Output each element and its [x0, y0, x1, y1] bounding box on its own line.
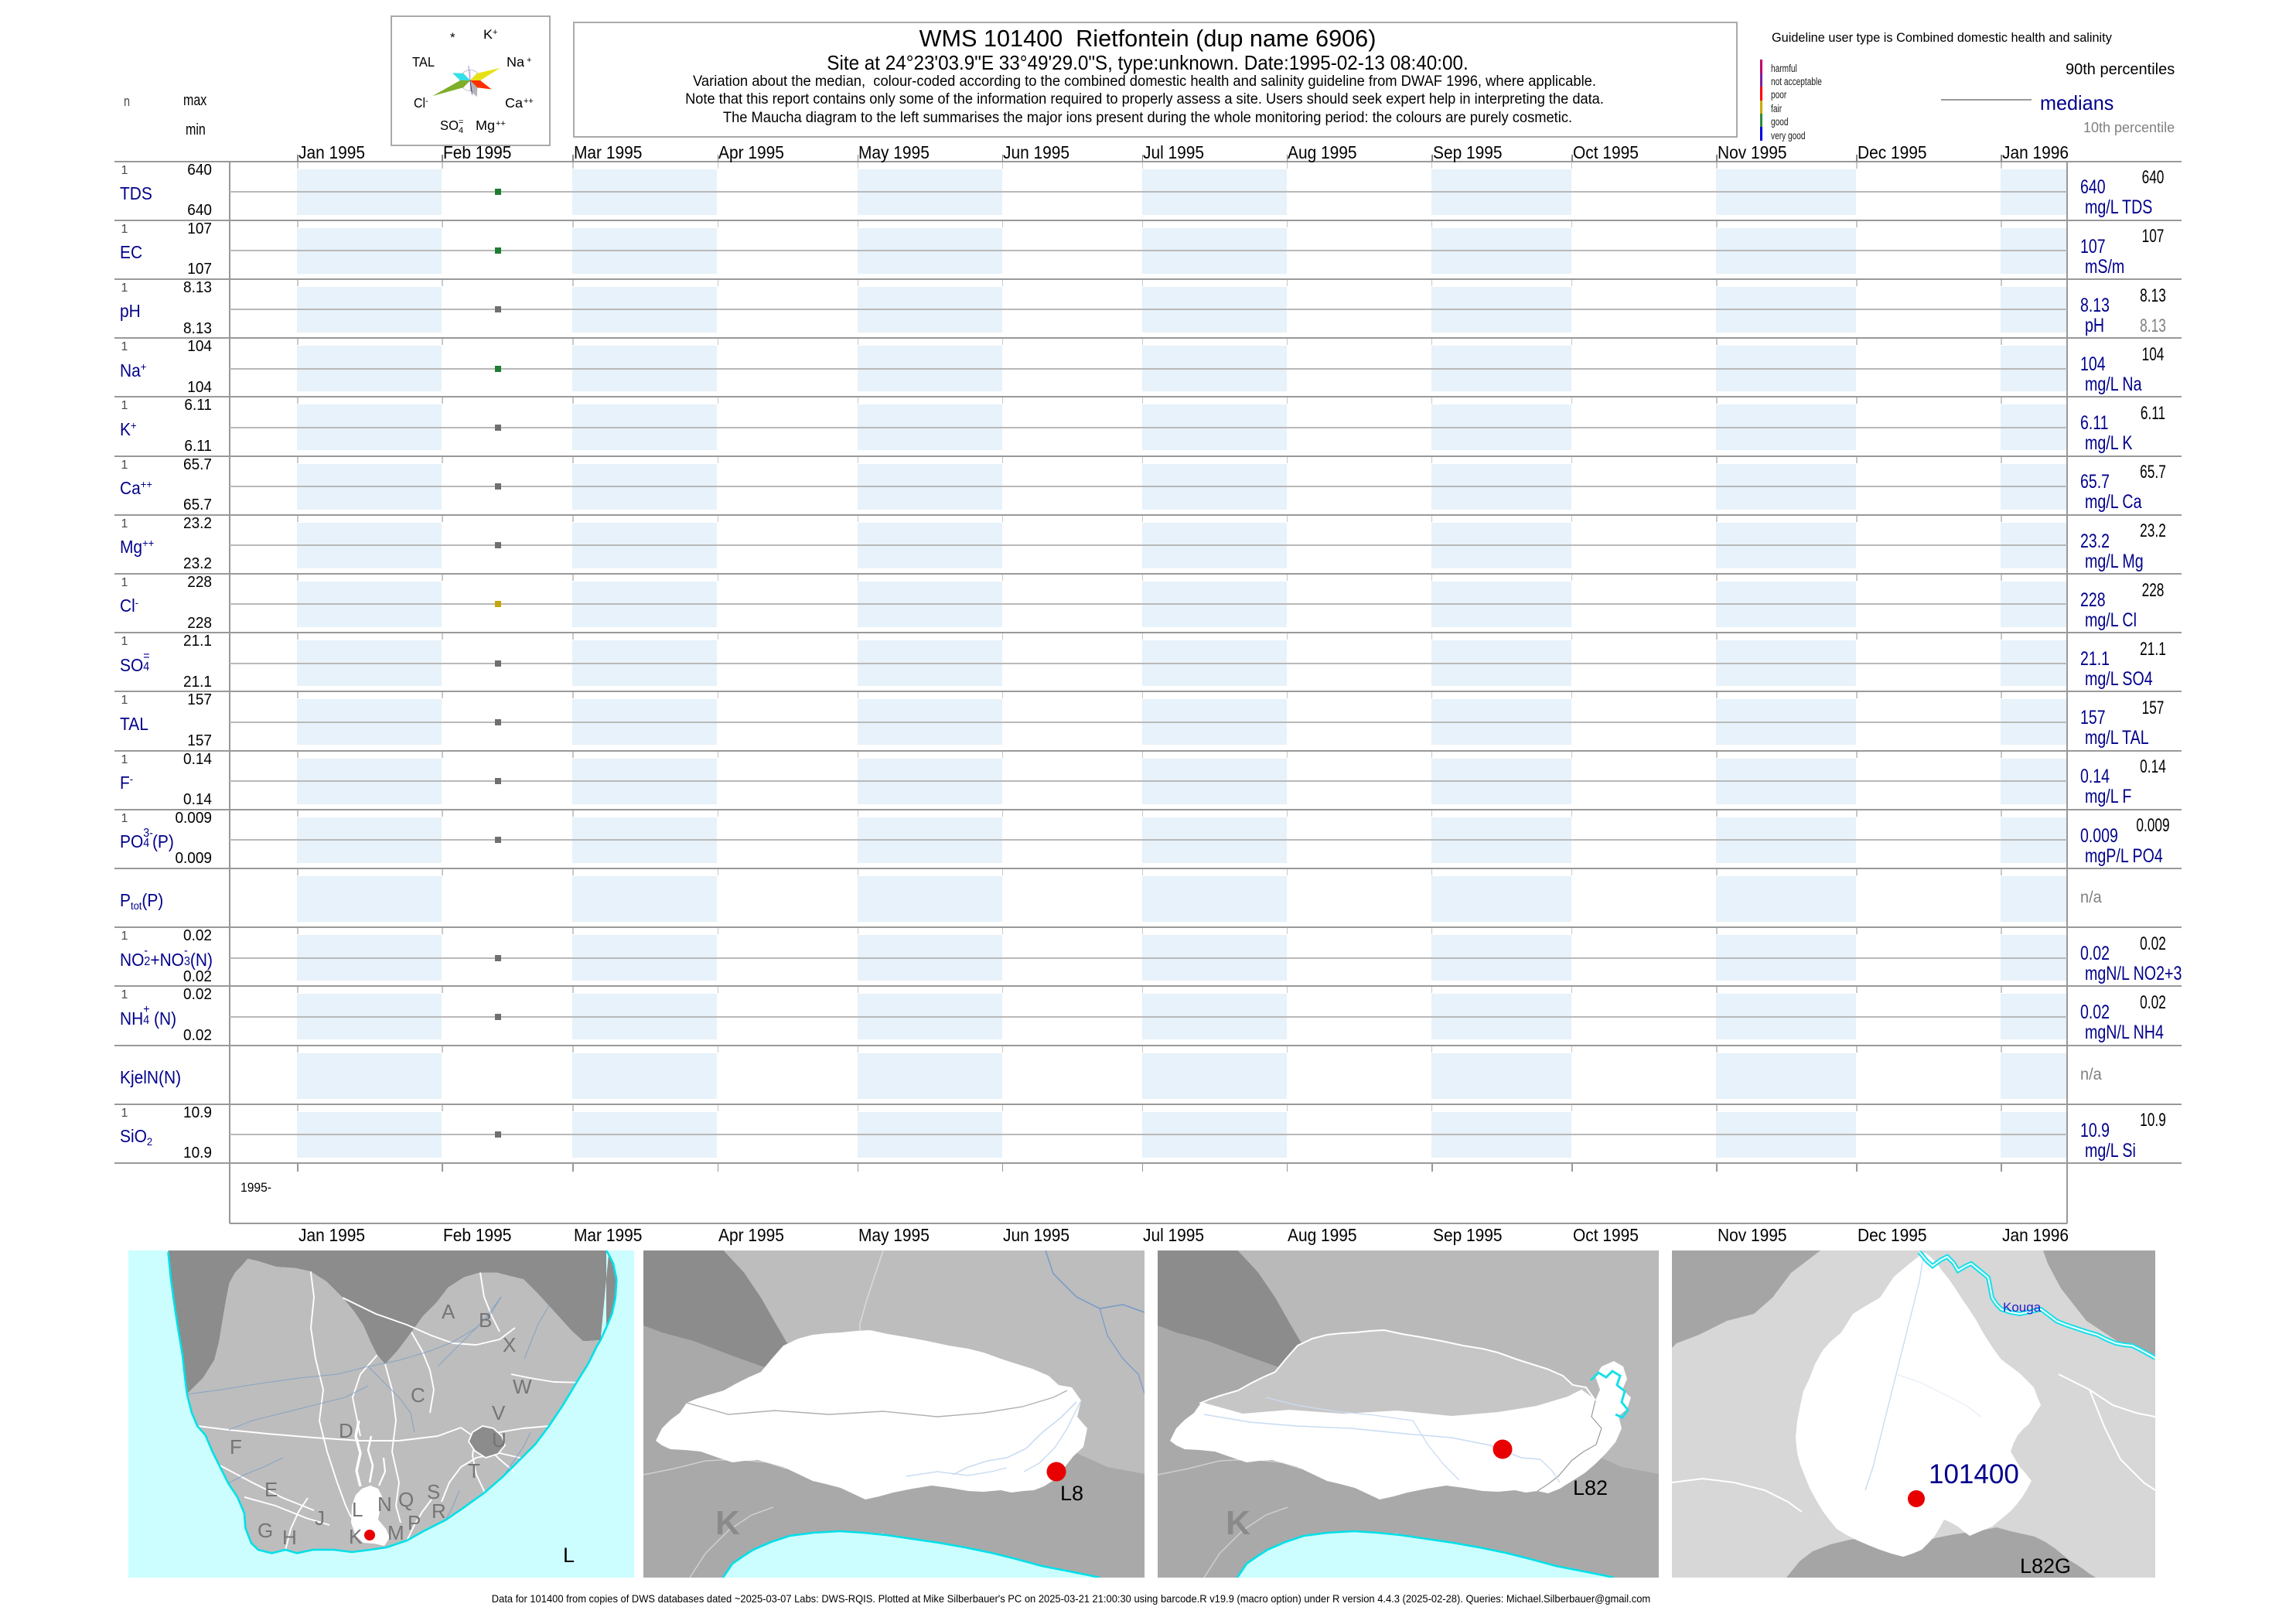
svg-text:SO: SO	[440, 118, 459, 133]
svg-text:Na: Na	[507, 54, 524, 70]
svg-text:E: E	[264, 1478, 278, 1501]
svg-text:B: B	[479, 1308, 492, 1332]
svg-text:4: 4	[459, 126, 463, 135]
svg-text:M: M	[387, 1521, 404, 1544]
svg-text:G: G	[258, 1519, 273, 1542]
svg-text:Ca: Ca	[505, 95, 523, 111]
svg-text:N: N	[377, 1493, 392, 1516]
svg-text:J: J	[315, 1506, 325, 1530]
svg-text:R: R	[432, 1499, 446, 1523]
svg-text:+: +	[493, 28, 497, 37]
svg-text:T: T	[468, 1459, 480, 1482]
svg-text:A: A	[442, 1300, 455, 1323]
svg-text:++: ++	[524, 97, 534, 106]
svg-text:L: L	[352, 1498, 363, 1521]
svg-text:L82: L82	[1573, 1476, 1608, 1499]
svg-text:K: K	[1226, 1504, 1250, 1542]
svg-text:H: H	[282, 1526, 297, 1549]
svg-text:F: F	[230, 1435, 242, 1459]
svg-text:-: -	[425, 97, 428, 106]
svg-text:L8: L8	[1060, 1482, 1083, 1505]
svg-text:S: S	[427, 1480, 440, 1503]
svg-text:Mg: Mg	[476, 118, 495, 133]
svg-text:Kouga: Kouga	[2003, 1300, 2042, 1315]
svg-text:+: +	[527, 56, 531, 65]
svg-text:++: ++	[496, 119, 506, 128]
svg-text:U: U	[492, 1428, 507, 1452]
svg-text:=: =	[459, 118, 463, 127]
svg-text:X: X	[503, 1333, 516, 1356]
svg-text:C: C	[411, 1383, 425, 1407]
svg-text:K: K	[715, 1504, 740, 1542]
svg-text:K: K	[349, 1525, 363, 1548]
svg-text:W: W	[513, 1375, 532, 1398]
svg-text:*: *	[450, 30, 455, 45]
svg-text:P: P	[408, 1511, 421, 1534]
svg-text:101400: 101400	[1929, 1459, 2019, 1489]
svg-text:D: D	[339, 1419, 353, 1442]
svg-text:TAL: TAL	[412, 54, 435, 70]
svg-text:L82G: L82G	[2020, 1554, 2071, 1578]
svg-text:Cl: Cl	[414, 95, 425, 111]
svg-text:L: L	[563, 1544, 575, 1567]
svg-text:K: K	[483, 27, 493, 42]
svg-text:Q: Q	[398, 1488, 414, 1511]
svg-text:V: V	[492, 1401, 506, 1424]
